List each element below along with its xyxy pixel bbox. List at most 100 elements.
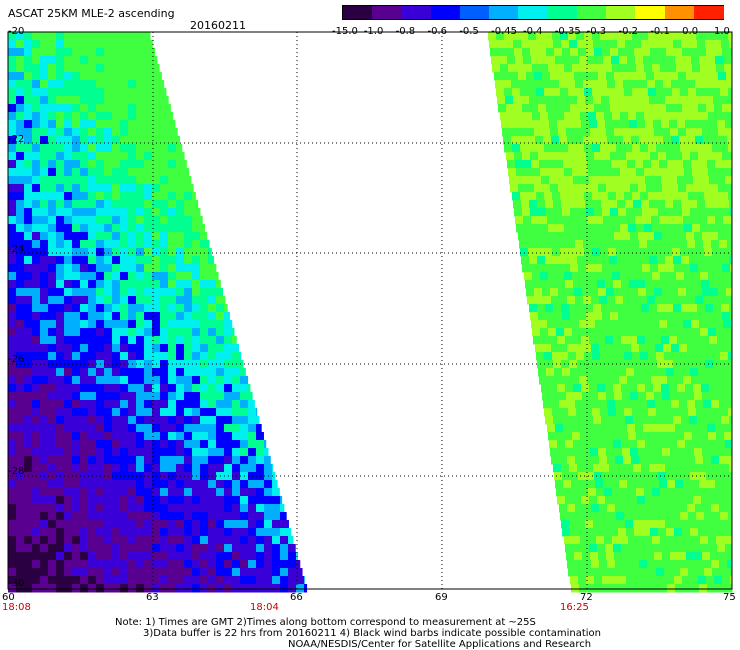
swath-cell [104, 368, 113, 377]
swath-cell [240, 408, 249, 417]
swath-cell [288, 552, 297, 561]
swath-cell [112, 448, 121, 457]
swath-cell [32, 256, 41, 265]
swath-cell [112, 480, 121, 489]
swath-cell [655, 560, 664, 569]
swath-cell [216, 344, 225, 353]
swath-cell [160, 392, 169, 401]
swath-cell [630, 552, 639, 561]
swath-cell [120, 488, 129, 497]
swath-cell [689, 464, 698, 473]
swath-cell [615, 136, 624, 145]
swath-cell [104, 520, 113, 529]
swath-cell [696, 248, 705, 257]
swath-cell [128, 160, 137, 169]
swath-cell [88, 448, 97, 457]
swath-cell [80, 208, 89, 217]
swath-cell [128, 208, 137, 217]
swath-cell [729, 304, 733, 313]
swath-cell [721, 256, 730, 265]
swath-cell [168, 312, 177, 321]
swath-cell [718, 128, 727, 137]
swath-cell [707, 160, 716, 169]
swath-cell [660, 536, 669, 545]
swath-cell [8, 224, 17, 233]
swath-cell [644, 112, 653, 121]
swath-cell [184, 328, 193, 337]
swath-cell [592, 32, 601, 41]
swath-cell [660, 488, 669, 497]
swath-cell [56, 328, 65, 337]
swath-cell [88, 280, 97, 289]
swath-cell [686, 184, 695, 193]
swath-cell [571, 424, 580, 433]
swath-cell [48, 208, 57, 217]
swath-cell [80, 376, 89, 385]
swath-cell [665, 40, 674, 49]
swath-cell [256, 464, 265, 473]
swath-cell [546, 264, 555, 273]
swath-cell [657, 464, 666, 473]
swath-cell [168, 120, 176, 129]
swath-cell [112, 352, 121, 361]
swath-cell [700, 272, 709, 281]
swath-cell [516, 224, 525, 233]
swath-cell [24, 144, 33, 153]
swath-cell [248, 384, 251, 393]
swath-cell [581, 280, 590, 289]
swath-cell [577, 360, 586, 369]
swath-cell [588, 488, 597, 497]
swath-cell [569, 464, 578, 473]
swath-cell [88, 40, 97, 49]
swath-cell [32, 568, 41, 577]
swath-cell [40, 568, 49, 577]
swath-cell [586, 368, 595, 377]
swath-cell [534, 288, 543, 297]
swath-cell [176, 464, 185, 473]
swath-cell [570, 368, 579, 377]
swath-cell [558, 392, 567, 401]
swath-cell [144, 56, 153, 65]
swath-cell [633, 464, 642, 473]
swath-cell [648, 568, 657, 577]
swath-cell [216, 272, 219, 281]
swath-cell [184, 504, 193, 513]
swath-cell [152, 536, 161, 545]
swath-cell [96, 64, 105, 73]
swath-cell [56, 96, 65, 105]
swath-cell [702, 392, 711, 401]
swath-cell [643, 376, 652, 385]
swath-cell [667, 584, 676, 593]
swath-cell [296, 568, 303, 577]
swath-cell [503, 136, 512, 145]
swath-cell [40, 320, 49, 329]
swath-cell [714, 152, 723, 161]
swath-cell [176, 152, 185, 161]
swath-cell [104, 56, 113, 65]
swath-cell [572, 224, 581, 233]
swath-cell [612, 224, 621, 233]
swath-cell [525, 280, 534, 289]
swath-cell [136, 448, 145, 457]
swath-cell [16, 448, 25, 457]
swath-cell [618, 576, 627, 585]
swath-cell [88, 536, 97, 545]
swath-cell [602, 368, 611, 377]
swath-cell [16, 496, 25, 505]
swath-cell [623, 400, 632, 409]
swath-cell [575, 400, 584, 409]
swath-cell [112, 248, 121, 257]
swath-cell [168, 536, 177, 545]
swath-cell [529, 256, 538, 265]
swath-cell [642, 472, 651, 481]
swath-cell [8, 264, 17, 273]
swath-cell [104, 184, 113, 193]
swath-cell [659, 376, 668, 385]
swath-cell [272, 528, 281, 537]
swath-cell [563, 320, 572, 329]
swath-cell [168, 400, 177, 409]
swath-cell [610, 48, 619, 57]
swath-cell [80, 80, 89, 89]
swath-cell [256, 432, 264, 441]
swath-cell [567, 344, 576, 353]
